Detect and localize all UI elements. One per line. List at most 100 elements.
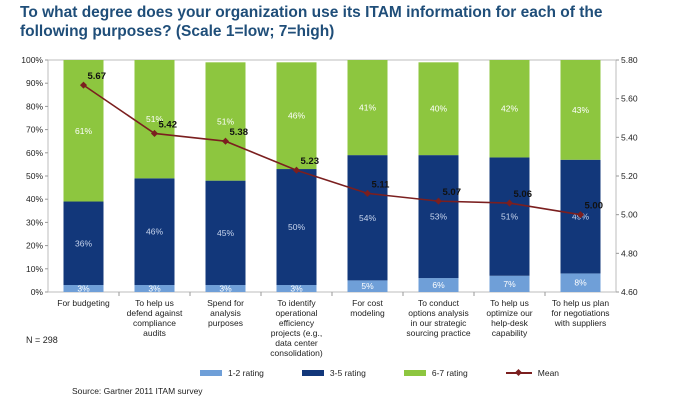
bar-segment-high (276, 62, 317, 170)
data-label-low: 5% (361, 281, 374, 291)
category-label: compliance (133, 318, 176, 328)
data-label-low: 3% (290, 284, 303, 294)
category-label: options analysis (408, 308, 468, 318)
bar-segment-low (63, 285, 104, 292)
plot-frame (47, 59, 617, 293)
bar-segment-low (205, 285, 246, 292)
data-label-low: 3% (77, 284, 90, 294)
legend-label-high: 6-7 rating (431, 368, 468, 378)
bar-segment-high (205, 62, 246, 181)
category-label: To help us (135, 298, 174, 308)
bar-segment-low (489, 275, 530, 292)
data-label-high: 40% (430, 104, 447, 114)
left-tick-label: 90% (26, 78, 43, 88)
category-label: operational (275, 308, 317, 318)
mean-line (83, 84, 581, 216)
category-label: analysis (210, 308, 241, 318)
legend-item-low: 1-2 rating (200, 368, 264, 378)
left-tick-label: 20% (26, 241, 43, 251)
bar-segment-low (560, 273, 601, 292)
legend-swatch-mean (505, 369, 532, 377)
data-label-mid: 45% (217, 228, 234, 238)
mean-point (576, 211, 585, 219)
data-label-low: 6% (432, 280, 445, 290)
category-label: To conduct (418, 298, 460, 308)
data-label-high: 43% (572, 105, 589, 115)
bar-segment-high (418, 62, 459, 156)
mean-point (363, 189, 372, 197)
data-label-low: 8% (574, 278, 587, 288)
mean-label: 5.23 (301, 156, 320, 167)
category-label: audits (143, 328, 166, 338)
data-label-mid: 53% (430, 212, 447, 222)
mean-point (292, 166, 301, 174)
category-label: For cost (352, 298, 383, 308)
bar-segment-high (347, 60, 388, 156)
left-tick-label: 70% (26, 125, 43, 135)
category-label: in our strategic (411, 318, 467, 328)
data-label-low: 3% (148, 284, 161, 294)
right-tick-label: 5.60 (621, 94, 638, 104)
left-tick-label: 30% (26, 217, 43, 227)
category-label: To help us plan (552, 298, 609, 308)
bar-segment-high (489, 60, 530, 158)
data-label-high: 51% (217, 116, 234, 126)
legend-item-mid: 3-5 rating (301, 368, 366, 378)
bar-segment-mid (63, 201, 104, 286)
right-tick-label: 4.60 (621, 287, 638, 297)
category-label: capability (492, 328, 528, 338)
data-label-mid: 46% (146, 227, 163, 237)
left-tick-label: 40% (26, 194, 43, 204)
bar-segment-mid (205, 180, 246, 286)
left-tick-label: 50% (26, 171, 43, 181)
data-label-high: 61% (75, 126, 92, 136)
data-label-high: 46% (288, 111, 305, 121)
source-note: Source: Gartner 2011 ITAM survey (72, 386, 203, 396)
category-label: help-desk (491, 318, 529, 328)
left-tick-label: 60% (26, 148, 43, 158)
category-label: For budgeting (57, 298, 110, 308)
legend-item-high: 6-7 rating (403, 368, 468, 378)
legend-label-mean: Mean (537, 368, 560, 378)
category-label: with suppliers (554, 318, 607, 328)
category-label: projects (e.g., (271, 328, 323, 338)
bar-segment-low (347, 280, 388, 292)
mean-point (221, 137, 230, 145)
right-tick-label: 5.00 (621, 210, 638, 220)
left-tick-label: 0% (31, 287, 44, 297)
data-label-low: 3% (219, 284, 232, 294)
right-tick-label: 5.40 (621, 132, 638, 142)
legend-swatch-low (200, 370, 222, 376)
mean-point (434, 197, 443, 205)
mean-label: 5.07 (443, 187, 462, 198)
category-label: Spend for (207, 298, 244, 308)
category-label: sourcing practice (406, 328, 471, 338)
mean-label: 5.42 (159, 119, 178, 130)
data-label-low: 7% (503, 279, 516, 289)
legend-swatch-mid (301, 370, 324, 376)
category-label: optimize our (486, 308, 532, 318)
category-label: modeling (350, 308, 385, 318)
data-label-mid: 51% (501, 212, 518, 222)
legend-swatch-high (403, 370, 426, 376)
mean-point (79, 81, 88, 89)
chart-legend: 1-2 rating 3-5 rating 6-7 rating Mean (200, 368, 559, 378)
left-tick-label: 100% (21, 55, 43, 65)
category-label: efficiency (279, 318, 315, 328)
data-label-mid: 36% (75, 238, 92, 248)
bar-segment-mid (347, 155, 388, 281)
category-label: data center (275, 338, 318, 348)
mean-label: 5.00 (585, 201, 604, 212)
category-label: purposes (208, 318, 243, 328)
data-label-high: 42% (501, 104, 518, 114)
bar-segment-mid (276, 169, 317, 286)
legend-label-mid: 3-5 rating (329, 368, 366, 378)
category-label: To identify (277, 298, 316, 308)
right-tick-label: 4.80 (621, 248, 638, 258)
category-label: defend against (127, 308, 183, 318)
data-label-high: 41% (359, 103, 376, 113)
mean-label: 5.38 (230, 127, 249, 138)
mean-label: 5.06 (514, 189, 533, 200)
data-label-mid: 54% (359, 213, 376, 223)
